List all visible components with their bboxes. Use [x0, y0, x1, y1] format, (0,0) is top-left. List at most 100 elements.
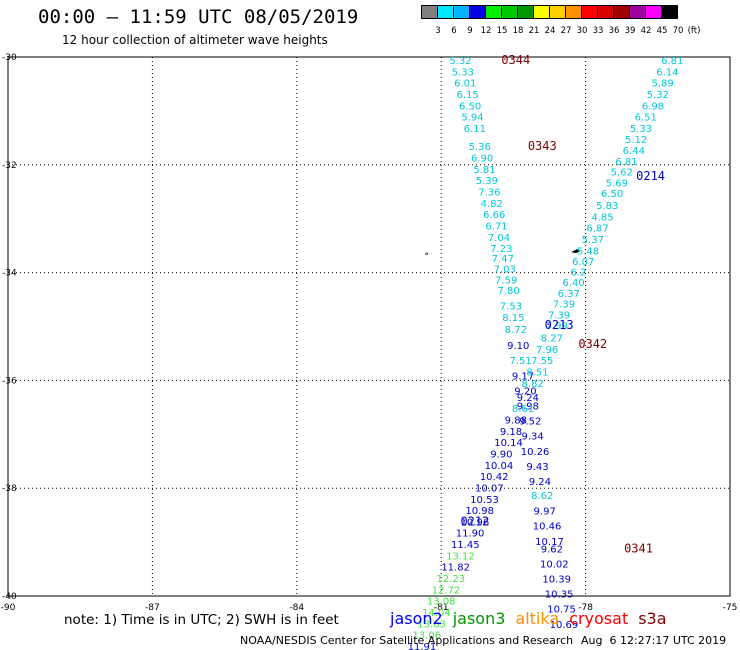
wave-height-value: 9.52 [519, 417, 541, 428]
satellite-legend: jason2 jason3 altika cryosat s3a [390, 609, 677, 628]
wave-height-value: 9.10 [507, 341, 529, 352]
pass-label: 0214 [636, 169, 665, 183]
scale-label: 36 [608, 26, 620, 36]
wave-height-value: 7.03 [494, 265, 516, 276]
wave-height-value: 5.32 [449, 56, 471, 67]
wave-height-value: 6.14 [656, 67, 678, 78]
wave-height-value: 7.59 [495, 275, 517, 286]
wave-height-value: 6.90 [471, 154, 493, 165]
wave-height-value: 8.27 [541, 334, 563, 345]
color-scale: 3 6 9 12 15 18 21 24 27 30 33 36 39 42 45 70 (ft) [421, 5, 700, 36]
wave-height-value: 13.12 [446, 551, 475, 562]
island-shape [571, 249, 581, 254]
pass-label: 0344 [501, 53, 530, 67]
wave-height-value: 8.15 [502, 313, 524, 324]
lat-tick-label: -32 [2, 161, 17, 171]
wave-height-value: 10.53 [470, 495, 499, 506]
page-title: 00:00 – 11:59 UTC 08/05/2019 [38, 6, 359, 28]
scale-label: 3 [435, 26, 441, 36]
wave-height-value: 5.32 [647, 90, 669, 101]
lat-tick-label: -36 [2, 376, 17, 386]
wave-height-value: 5.12 [625, 135, 647, 146]
wave-height-value: 9.88 [505, 416, 527, 427]
wave-height-value: 7.39 [548, 310, 570, 321]
scale-label: 42 [640, 26, 652, 36]
pass-label: 0342 [578, 337, 607, 351]
wave-height-value: 10.14 [494, 438, 523, 449]
wave-height-value: 11.45 [451, 540, 480, 551]
lat-tick-label: -34 [2, 269, 17, 279]
wave-height-value: 8.62 [531, 491, 553, 502]
scale-label: 33 [592, 26, 604, 36]
scale-label: 6 [451, 26, 457, 36]
wave-height-value: 14.04 [422, 608, 451, 619]
wave-height-value: 11.82 [441, 563, 470, 574]
pass-label: 0341 [624, 541, 653, 555]
wave-height-value: 4.85 [591, 212, 613, 223]
lon-tick-label: -84 [289, 603, 304, 613]
wave-height-value: 5.81 [473, 165, 495, 176]
wave-height-value: 10.04 [485, 461, 514, 472]
scale-label: 30 [576, 26, 588, 36]
wave-height-value: 8.72 [505, 325, 527, 336]
footer-timestamp: Aug 6 12:27:17 UTC 2019 [581, 634, 727, 647]
wave-height-value: 7.47 [492, 254, 514, 265]
wave-height-value: 6.71 [485, 221, 507, 232]
wave-height-value: 13.06 [412, 631, 441, 642]
lon-tick-label: -90 [1, 603, 16, 613]
map-frame [7, 56, 731, 597]
lat-tick-label: -40 [2, 592, 17, 602]
wave-height-value: 11.90 [456, 529, 485, 540]
wave-height-value: 10.02 [540, 559, 569, 570]
wave-height-value: 5.36 [469, 142, 491, 153]
wave-height-value: 5.33 [630, 124, 652, 135]
wave-height-value: 5.37 [582, 235, 604, 246]
scale-label: 18 [512, 26, 524, 36]
legend-item-jason3: jason3 [452, 609, 506, 628]
wave-height-value: 10.96 [461, 517, 490, 528]
wave-height-value: 8.61 [512, 404, 534, 415]
note-text: note: 1) Time is in UTC; 2) SWH is in fe… [64, 612, 339, 628]
wave-height-value: 6.40 [562, 278, 584, 289]
wave-height-value: 10.35 [545, 590, 574, 601]
lon-tick-label: -87 [145, 603, 160, 613]
scale-label: 9 [467, 26, 473, 36]
wave-height-value: 7.53 [500, 301, 522, 312]
wave-height-value: 6.2 [570, 267, 586, 278]
wave-height-value: 9.20 [514, 386, 536, 397]
legend-item-s3a: s3a [638, 609, 667, 628]
wave-height-value: 10.39 [542, 575, 571, 586]
wave-height-value: 4.82 [481, 199, 503, 210]
wave-height-value: 9.17 [512, 371, 534, 382]
wave-height-value: 10.07 [475, 483, 504, 494]
wave-height-value: 6.51 [635, 113, 657, 124]
wave-height-value: 8.51 [526, 368, 548, 379]
scale-label: 24 [544, 26, 556, 36]
scale-label: 12 [480, 26, 492, 36]
wave-height-value: 10.17 [535, 537, 564, 548]
wave-height-value: 7.96 [536, 345, 558, 356]
wave-height-value: 9.43 [526, 462, 548, 473]
scale-label: 15 [496, 26, 508, 36]
wave-height-value: 6.81 [661, 56, 683, 67]
pass-label: 0343 [528, 139, 557, 153]
wave-height-value: 6.11 [464, 124, 486, 135]
wave-height-value: 10.26 [521, 447, 550, 458]
legend-item-cryosat: cryosat [569, 609, 629, 628]
wave-height-value: 5.94 [461, 113, 483, 124]
wave-height-value: 9.34 [522, 432, 544, 443]
island-mark: ° [425, 252, 430, 262]
scale-swatch [661, 5, 678, 19]
lon-tick-label: -81 [434, 603, 449, 613]
wave-height-value: 7.36 [478, 188, 500, 199]
wave-height-value: 13.08 [427, 597, 456, 608]
wave-height-value: 6.66 [483, 210, 505, 221]
wave-height-value: 5.69 [606, 178, 628, 189]
wave-height-value: 7.99 [546, 321, 568, 332]
wave-height-value: 5.48 [577, 246, 599, 257]
wave-height-value: 6.87 [587, 224, 609, 235]
wave-height-value: 6.50 [459, 101, 481, 112]
lat-tick-label: -30 [2, 53, 17, 63]
wave-height-value: 6.98 [642, 101, 664, 112]
